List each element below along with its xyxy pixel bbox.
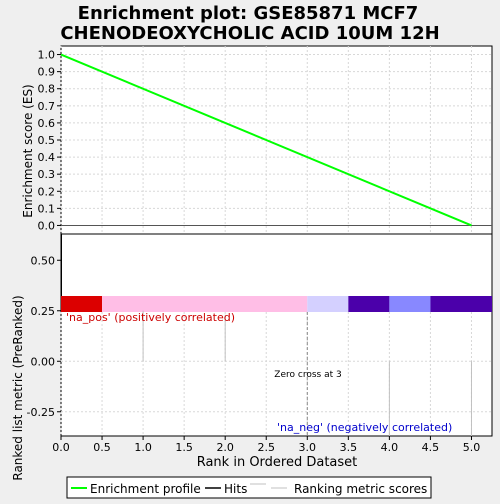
x-tick-label: 1.0: [134, 441, 152, 454]
es-ytick-label: 0.0: [38, 219, 56, 232]
x-tick-label: 0.0: [52, 441, 70, 454]
x-tick-label: 2.5: [257, 441, 275, 454]
rank-ylabel: Ranked list metric (PreRanked): [11, 295, 25, 480]
chart-title-line1: Enrichment plot: GSE85871 MCF7: [78, 3, 419, 24]
color-bar-segment: [61, 296, 103, 312]
pos-correlated-label: 'na_pos' (positively correlated): [66, 311, 235, 324]
es-ytick-label: 0.6: [38, 117, 56, 130]
color-bar-segment: [389, 296, 431, 312]
x-tick-label: 0.5: [93, 441, 111, 454]
color-bar-segment: [102, 296, 308, 312]
es-ytick-label: 0.3: [38, 168, 56, 181]
x-tick-label: 1.5: [175, 441, 193, 454]
x-tick-label: 4.5: [422, 441, 440, 454]
es-ytick-label: 0.8: [38, 83, 56, 96]
neg-correlated-label: 'na_neg' (negatively correlated): [277, 421, 452, 434]
x-tick-label: 3.0: [299, 441, 317, 454]
rank-ytick-label: 0.00: [31, 355, 56, 368]
es-ytick-label: 0.4: [38, 151, 56, 164]
legend-box: [66, 476, 432, 499]
rank-ytick-label: -0.25: [27, 406, 55, 419]
legend-enrichment-label: Enrichment profile: [90, 482, 201, 496]
x-axis-label: Rank in Ordered Dataset: [197, 455, 358, 470]
x-tick-label: 2.0: [216, 441, 234, 454]
chart-title-line2: CHENODEOXYCHOLIC ACID 10UM 12H: [60, 23, 439, 44]
es-ytick-label: 0.9: [38, 66, 56, 79]
es-ytick-label: 0.2: [38, 185, 56, 198]
x-tick-label: 4.0: [381, 441, 399, 454]
es-ytick-label: 0.7: [38, 100, 56, 113]
color-bar-segment: [307, 296, 349, 312]
x-tick-label: 5.0: [463, 441, 481, 454]
es-panel: [60, 45, 493, 235]
rank-panel: [60, 233, 493, 437]
es-ylabel: Enrichment score (ES): [21, 84, 35, 217]
zero-cross-label: Zero cross at 3: [274, 370, 341, 380]
legend-ranking-label: Ranking metric scores: [294, 482, 427, 496]
x-tick-label: 3.5: [340, 441, 358, 454]
enrichment-profile-line: [60, 53, 472, 227]
rank-ytick-label: 0.25: [31, 305, 56, 318]
color-bar-segment: [348, 296, 390, 312]
es-ytick-label: 1.0: [38, 49, 56, 62]
color-bar-segment: [430, 296, 492, 312]
es-ytick-label: 0.1: [38, 202, 56, 215]
legend-hits-label: Hits: [224, 482, 247, 496]
es-ytick-label: 0.5: [38, 134, 56, 147]
rank-ytick-label: 0.50: [31, 254, 56, 267]
